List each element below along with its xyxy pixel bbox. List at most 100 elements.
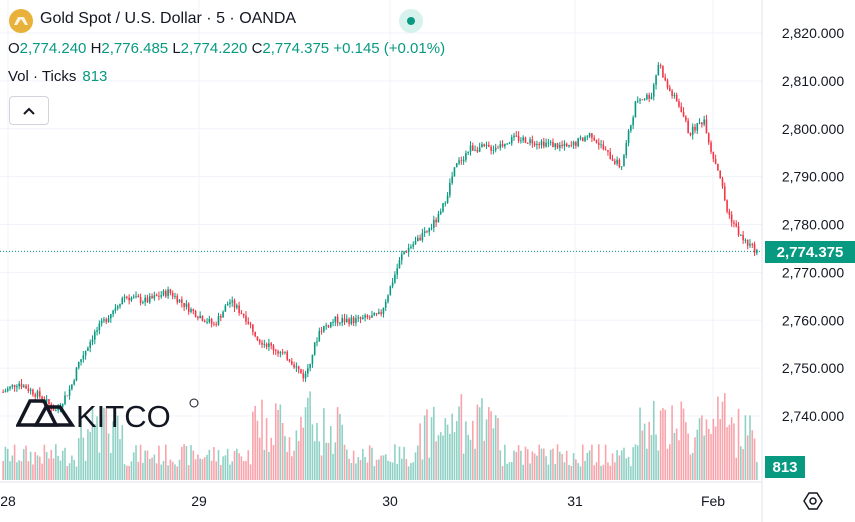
volume-bar bbox=[607, 462, 609, 480]
candle-body bbox=[430, 227, 433, 229]
candle-body bbox=[100, 320, 103, 324]
x-tick-label: 28 bbox=[0, 493, 16, 509]
candle-body bbox=[698, 122, 701, 124]
candle-body bbox=[112, 310, 114, 315]
collapse-legend-button[interactable] bbox=[9, 96, 49, 125]
symbol-name[interactable]: Gold Spot / U.S. Dollar bbox=[40, 10, 202, 27]
x-tick-label: 29 bbox=[191, 493, 207, 509]
candle-body bbox=[680, 106, 683, 112]
volume-bar bbox=[91, 406, 94, 480]
volume-bar bbox=[169, 459, 172, 480]
candle-body bbox=[323, 326, 325, 332]
candle-body bbox=[295, 366, 298, 368]
volume-bar bbox=[215, 461, 218, 480]
candle-body bbox=[714, 159, 717, 164]
volume-bar bbox=[343, 444, 346, 480]
y-tick-label: 2,780.000 bbox=[782, 217, 844, 233]
volume-bar bbox=[148, 458, 151, 480]
candle-body bbox=[396, 268, 398, 275]
gear-icon[interactable] bbox=[802, 490, 824, 512]
volume-bar bbox=[630, 466, 632, 480]
volume-bar bbox=[100, 417, 103, 480]
candle-body bbox=[609, 151, 612, 160]
candle-body bbox=[176, 295, 179, 303]
candle-body bbox=[82, 355, 85, 360]
volume-bar bbox=[219, 464, 222, 480]
candle-body bbox=[581, 137, 584, 142]
interval-value[interactable]: 5 bbox=[216, 10, 225, 27]
candle-body bbox=[178, 299, 181, 303]
candle-body bbox=[522, 137, 524, 141]
volume-bar bbox=[11, 455, 14, 480]
volume-bar bbox=[82, 437, 85, 480]
volume-bar bbox=[412, 462, 415, 480]
volume-bar bbox=[181, 446, 183, 480]
volume-bar bbox=[650, 434, 653, 480]
volume-bar bbox=[302, 427, 305, 480]
y-tick-label: 2,770.000 bbox=[782, 264, 844, 280]
volume-bar bbox=[433, 406, 435, 480]
candle-body bbox=[249, 323, 252, 325]
volume-bar bbox=[206, 454, 208, 480]
y-tick-label: 2,750.000 bbox=[782, 360, 844, 376]
candle-body bbox=[735, 223, 738, 227]
volume-bar bbox=[400, 458, 403, 480]
volume-bar bbox=[98, 452, 101, 480]
candle-body bbox=[343, 318, 346, 322]
kitco-wordmark: KITCO bbox=[76, 399, 171, 431]
candle-body bbox=[192, 309, 195, 312]
candle-body bbox=[25, 385, 27, 389]
volume-bar bbox=[355, 463, 357, 480]
volume-bar bbox=[382, 455, 385, 480]
volume-bar bbox=[123, 464, 126, 480]
candle-body bbox=[307, 368, 309, 374]
volume-bar bbox=[233, 450, 236, 480]
candle-body bbox=[213, 323, 215, 325]
candle-body bbox=[339, 322, 341, 324]
volume-bar bbox=[192, 450, 195, 480]
volume-bar bbox=[178, 459, 181, 480]
candle-body bbox=[304, 373, 307, 379]
volume-bar bbox=[279, 404, 282, 480]
candle-body bbox=[199, 315, 201, 319]
volume-bar bbox=[680, 401, 683, 480]
volume-bar bbox=[515, 451, 518, 480]
volume-bar bbox=[444, 418, 447, 480]
volume-bar bbox=[611, 453, 614, 480]
candle-body bbox=[659, 65, 662, 67]
volume-bar bbox=[357, 457, 360, 480]
candle-body bbox=[483, 144, 486, 146]
y-tick-label: 2,740.000 bbox=[782, 408, 844, 424]
candle-body bbox=[618, 159, 621, 167]
candle-body bbox=[497, 147, 499, 149]
candle-body bbox=[465, 153, 467, 160]
volume-bar bbox=[474, 448, 476, 480]
candle-body bbox=[128, 297, 130, 301]
volume-bar bbox=[733, 423, 735, 480]
candle-body bbox=[737, 226, 740, 236]
kitco-watermark: KITCO bbox=[15, 395, 201, 436]
gold-coin-icon bbox=[9, 9, 33, 33]
volume-bar bbox=[504, 444, 506, 480]
volume-bar bbox=[735, 457, 738, 480]
candle-body bbox=[744, 239, 747, 241]
candle-body bbox=[137, 295, 140, 298]
volume-bar bbox=[717, 396, 719, 480]
candle-body bbox=[462, 159, 465, 162]
candle-body bbox=[650, 96, 653, 99]
volume-bar bbox=[93, 424, 96, 480]
volume-bar bbox=[368, 445, 371, 480]
volume-bar bbox=[226, 448, 229, 480]
candle-body bbox=[226, 304, 229, 306]
candle-body bbox=[38, 391, 41, 397]
volume-bar bbox=[268, 451, 270, 480]
volume-bar bbox=[687, 433, 689, 480]
volume-bar bbox=[345, 449, 348, 480]
candle-body bbox=[405, 251, 408, 253]
candle-body bbox=[387, 295, 389, 302]
candle-body bbox=[751, 243, 754, 245]
volume-bar bbox=[135, 445, 137, 480]
candle-body bbox=[485, 144, 488, 146]
candle-body bbox=[614, 160, 616, 164]
